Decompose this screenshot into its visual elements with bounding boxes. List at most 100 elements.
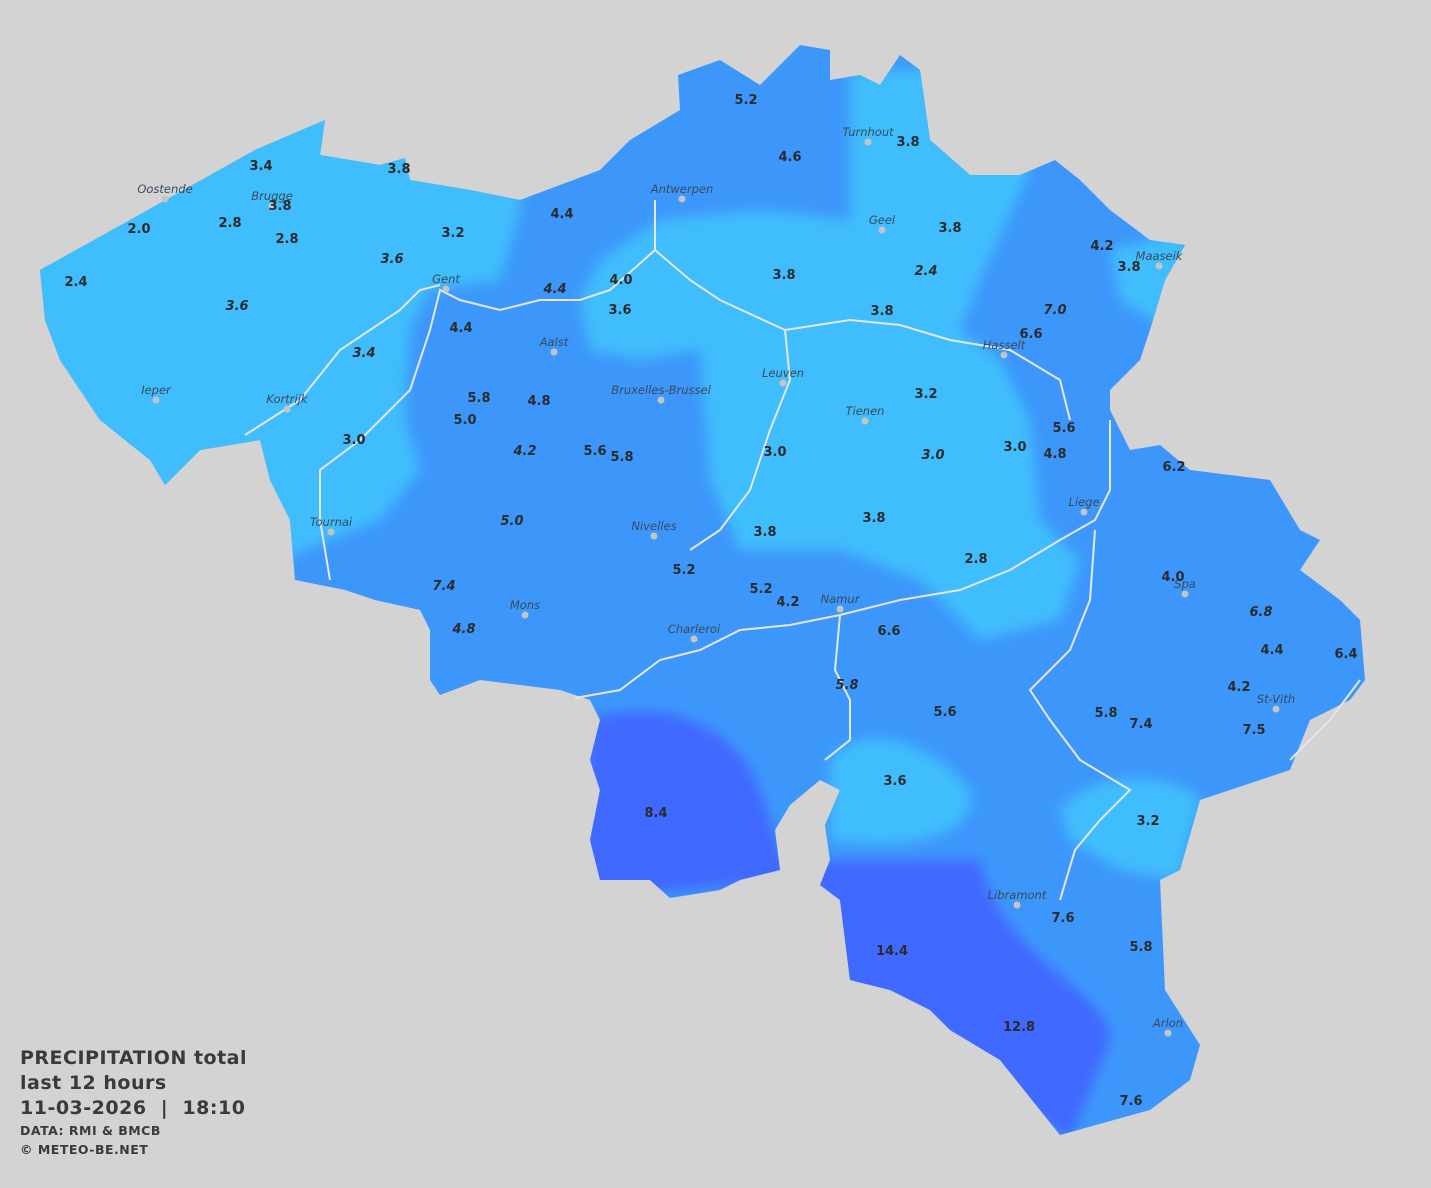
city-label: Arlon — [1152, 1016, 1183, 1030]
station-value: 2.8 — [275, 232, 298, 247]
station-value: 5.2 — [749, 582, 772, 597]
city-turnhout: Turnhout — [842, 125, 894, 146]
city-dot — [650, 532, 658, 540]
station-value: 3.0 — [342, 433, 365, 448]
city-dot — [1155, 262, 1163, 270]
city-label: Liege — [1068, 495, 1099, 509]
station-value: 3.8 — [387, 162, 410, 177]
city-aalst: Aalst — [539, 335, 569, 356]
station-value: 4.2 — [512, 444, 536, 459]
station-value: 7.4 — [432, 579, 455, 594]
city-dot — [1181, 590, 1189, 598]
city-dot — [836, 605, 844, 613]
city-label: Mons — [510, 598, 540, 612]
station-value: 4.0 — [1161, 570, 1184, 585]
river-meuse — [574, 420, 1111, 699]
station-value: 4.0 — [609, 273, 632, 288]
city-dot — [1013, 901, 1021, 909]
station-value: 3.8 — [753, 525, 776, 540]
station-value: 3.8 — [870, 304, 893, 319]
station-value: 4.4 — [550, 207, 573, 222]
city-label: Nivelles — [631, 519, 676, 533]
city-dot — [152, 396, 160, 404]
station-value: 12.8 — [1003, 1020, 1035, 1035]
map-legend: PRECIPITATION total last 12 hours 11-03-… — [20, 1046, 247, 1159]
station-value: 3.2 — [441, 226, 464, 241]
station-value: 5.2 — [734, 93, 757, 108]
station-value: 3.0 — [1003, 440, 1026, 455]
station-value: 6.6 — [1019, 327, 1042, 342]
station-value: 2.8 — [964, 552, 987, 567]
station-value: 2.0 — [127, 222, 150, 237]
city-dot — [442, 285, 450, 293]
station-value: 7.5 — [1242, 723, 1265, 738]
map-title: PRECIPITATION total — [20, 1047, 248, 1069]
station-value: 5.8 — [610, 450, 633, 465]
station-value: 4.8 — [1043, 447, 1066, 462]
city-label: Ieper — [141, 383, 172, 397]
station-value: 6.4 — [1334, 647, 1357, 662]
station-value: 3.2 — [914, 387, 937, 402]
city-label: Aalst — [539, 335, 569, 349]
station-value: 5.0 — [500, 514, 523, 529]
station-value: 2.8 — [218, 216, 241, 231]
city-tienen: Tienen — [846, 404, 885, 425]
river-dijle — [654, 249, 792, 551]
city-charleroi: Charleroi — [668, 622, 721, 643]
city-gent: Gent — [432, 272, 460, 293]
station-value: 4.6 — [778, 150, 801, 165]
city-arlon: Arlon — [1152, 1016, 1183, 1037]
station-value: 6.6 — [877, 624, 900, 639]
city-nivelles: Nivelles — [631, 519, 677, 540]
city-kortrijk: Kortrijk — [266, 392, 309, 413]
city-dot — [550, 348, 558, 356]
river-schelde — [319, 200, 656, 581]
city-brugge: Brugge — [251, 189, 293, 210]
station-value: 3.2 — [1136, 814, 1159, 829]
station-value: 3.6 — [883, 774, 906, 789]
station-value: 3.8 — [862, 511, 885, 526]
station-value: 5.8 — [1094, 706, 1117, 721]
city-dot — [283, 405, 291, 413]
city-label: Leuven — [762, 366, 804, 380]
city-dot — [690, 635, 698, 643]
map-datetime: 11-03-2026 | 18:10 — [20, 1097, 246, 1119]
zone-light-south-namur — [830, 738, 971, 844]
city-dot — [861, 417, 869, 425]
station-value: 5.8 — [1129, 940, 1152, 955]
city-label: Libramont — [988, 888, 1047, 902]
station-value: 3.0 — [921, 448, 944, 463]
station-value: 3.8 — [268, 199, 291, 214]
station-value: 7.0 — [1043, 303, 1066, 318]
city-label: Namur — [821, 592, 861, 606]
station-value: 6.8 — [1249, 605, 1272, 620]
city-label: Tournai — [310, 515, 353, 529]
city-dot — [1272, 705, 1280, 713]
city-libramont: Libramont — [988, 888, 1047, 909]
city-label: Geel — [869, 213, 896, 227]
city-namur: Namur — [821, 592, 861, 613]
city-dot — [1164, 1029, 1172, 1037]
station-value: 3.6 — [380, 252, 403, 267]
copyright: © METEO-BE.NET — [20, 1142, 149, 1157]
city-hasselt: Hasselt — [983, 338, 1026, 359]
station-value: 2.4 — [914, 264, 937, 279]
station-value: 7.4 — [1129, 717, 1152, 732]
city-label: Brugge — [251, 189, 293, 203]
station-value: 3.8 — [896, 135, 919, 150]
zone-heavy-west — [580, 711, 790, 900]
city-dot — [327, 528, 335, 536]
city-label: Bruxelles-Brussel — [611, 383, 711, 397]
city-leuven: Leuven — [762, 366, 804, 387]
city-mons: Mons — [510, 598, 540, 619]
station-value: 14.4 — [876, 944, 908, 959]
station-value: 4.2 — [1090, 239, 1113, 254]
city-label: Tienen — [846, 404, 885, 418]
station-value: 5.6 — [1052, 421, 1075, 436]
data-source: DATA: RMI & BMCB — [20, 1123, 161, 1138]
city-dot — [1080, 508, 1088, 516]
station-value: 2.4 — [64, 275, 87, 290]
station-value: 3.4 — [352, 346, 375, 361]
river-ourthe — [1028, 529, 1132, 901]
